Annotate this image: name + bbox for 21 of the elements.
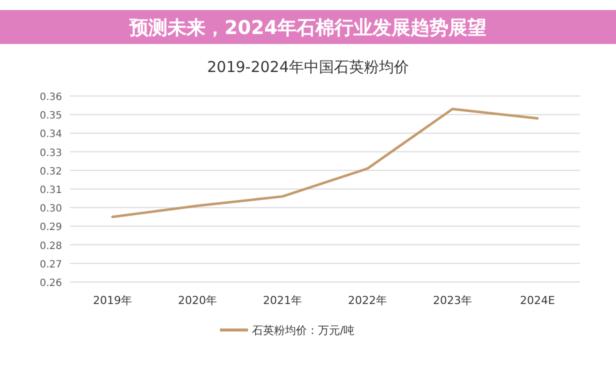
x-tick-label: 2021年 [263,294,302,307]
y-tick-label: 0.29 [40,222,62,234]
x-tick-label: 2024E [520,294,556,307]
y-tick-label: 0.35 [40,110,62,122]
y-tick-label: 0.31 [40,185,62,196]
y-tick-label: 0.30 [40,204,62,215]
y-tick-label: 0.32 [40,166,62,178]
y-tick-label: 0.33 [40,148,62,159]
y-tick-label: 0.26 [40,278,62,289]
line-series [111,108,539,218]
y-tick-label: 0.28 [40,240,62,252]
legend-label: 石英粉均价：万元/吨 [252,324,355,337]
y-tick-label: 0.34 [40,129,62,140]
x-tick-label: 2019年 [93,294,132,307]
y-tick-label: 0.27 [40,259,62,270]
x-tick-label: 2022年 [348,294,387,307]
text: 预测未来，2024年石棉行业发展趋势展望 [128,17,486,39]
x-tick-label: 2020年 [178,294,217,307]
chart-title: 2019-2024年中国石英粉均价 [207,58,409,76]
x-tick-label: 2023年 [433,294,472,307]
y-tick-label: 0.36 [40,92,62,103]
